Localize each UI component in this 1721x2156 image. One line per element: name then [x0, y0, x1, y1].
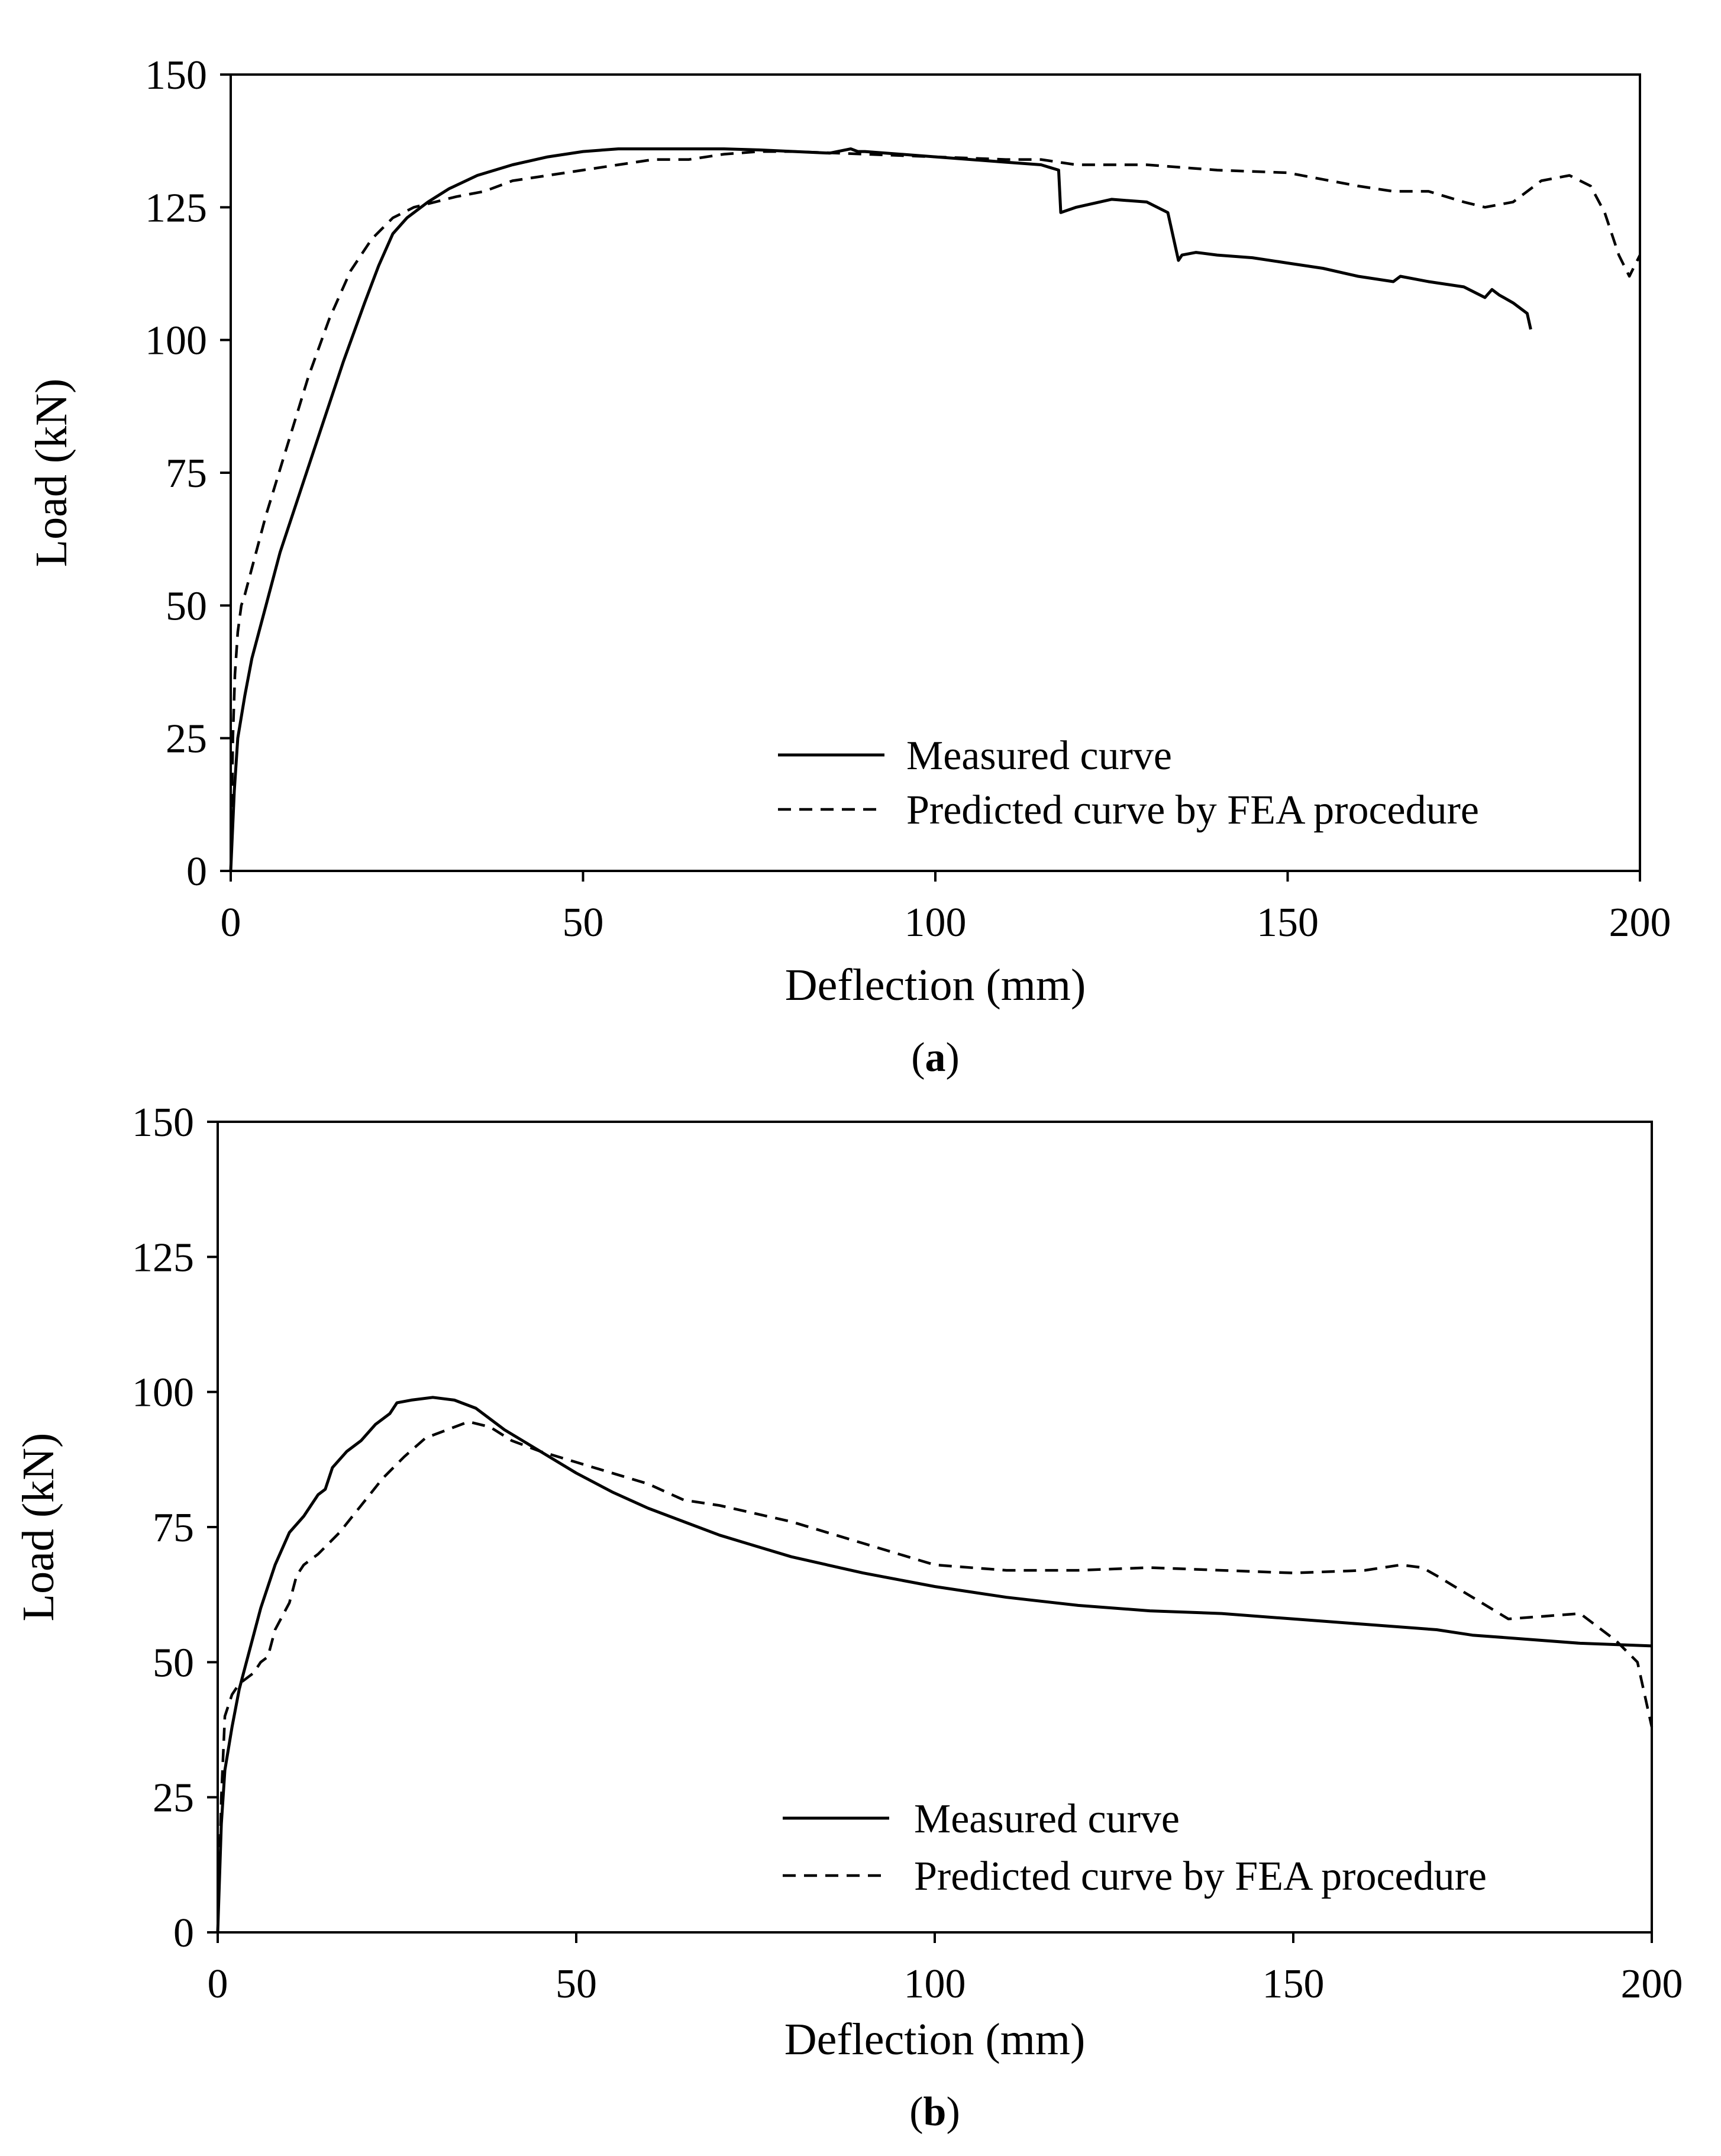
legend-label: Predicted curve by FEA procedure	[914, 1854, 1487, 1899]
panel-label: (a)	[911, 1035, 960, 1080]
y-tick-label: 125	[145, 185, 207, 231]
measured-curve-line	[216, 1396, 1652, 1933]
y-axis-label: Load (kN)	[27, 379, 76, 567]
legend-label: Measured curve	[914, 1796, 1180, 1842]
x-tick-label: 0	[221, 900, 241, 945]
y-tick-label: 75	[153, 1505, 194, 1551]
legend-label: Measured curve	[906, 733, 1172, 779]
y-tick-label: 50	[153, 1640, 194, 1686]
chart-panel-a: 0 50 100 150 200 0 25 50 75 100 125 150 Deflection (…	[27, 53, 1671, 1080]
y-tick-label: 150	[132, 1100, 194, 1145]
x-axis-label: Deflection (mm)	[784, 2015, 1086, 2064]
legend-label: Predicted curve by FEA procedure	[906, 787, 1479, 833]
y-tick-label: 75	[166, 451, 207, 496]
y-tick-label: 100	[132, 1370, 194, 1416]
y-tick-label: 0	[186, 849, 207, 895]
y-tick-label: 50	[166, 583, 207, 629]
y-tick-label: 0	[173, 1910, 194, 1956]
y-tick-label: 125	[132, 1235, 194, 1280]
x-tick-label: 50	[563, 900, 604, 945]
predicted-curve-line	[216, 1420, 1654, 1933]
panel-label: (b)	[909, 2089, 960, 2135]
y-tick-label: 25	[153, 1776, 194, 1821]
y-tick-label: 25	[166, 716, 207, 762]
x-tick-label: 150	[1263, 1961, 1325, 2007]
x-tick-label: 50	[556, 1961, 597, 2007]
x-axis-label: Deflection (mm)	[785, 960, 1086, 1010]
chart-panel-b: 0 50 100 150 200 0 25 50 75 100 125 150 Deflection (…	[14, 1100, 1683, 2135]
x-tick-label: 200	[1621, 1961, 1683, 2007]
x-tick-label: 150	[1257, 900, 1319, 945]
x-tick-label: 200	[1609, 900, 1671, 945]
x-tick-label: 100	[905, 900, 967, 945]
y-tick-label: 100	[145, 318, 207, 364]
x-tick-label: 100	[904, 1961, 966, 2007]
x-tick-label: 0	[208, 1961, 228, 2007]
measured-curve-line	[229, 147, 1532, 872]
y-tick-label: 150	[145, 53, 207, 98]
predicted-curve-line	[229, 150, 1642, 872]
y-axis-label: Load (kN)	[14, 1433, 63, 1622]
